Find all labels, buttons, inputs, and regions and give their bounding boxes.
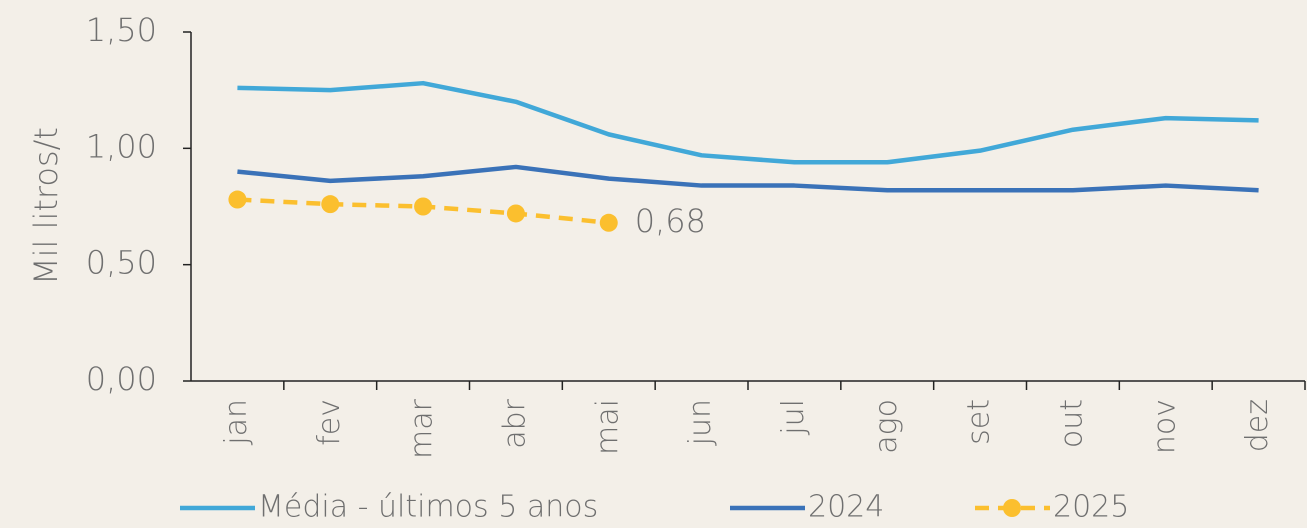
legend-label: 2025 — [1053, 490, 1129, 525]
x-tick-label: nov — [1147, 399, 1182, 454]
y-tick-label: 0,00 — [86, 360, 157, 398]
point — [506, 204, 525, 223]
y-axis-label: Mil litros/t — [27, 127, 65, 285]
series-line — [237, 80, 1259, 165]
legend-label: Média - últimos 5 anos — [258, 490, 598, 525]
x-tick-label: ago — [869, 399, 904, 454]
x-tick-label: dez — [1240, 399, 1275, 452]
x-tick-label: out — [1054, 399, 1089, 448]
point — [599, 213, 618, 232]
x-tick-label: jul — [776, 399, 811, 436]
point — [414, 197, 433, 216]
x-tick-label: fev — [312, 399, 347, 446]
data-label: 0,68 — [635, 202, 706, 240]
series-line — [237, 164, 1259, 193]
y-tick-label: 0,50 — [86, 244, 157, 282]
x-tick-label: mai — [590, 399, 625, 455]
legend-label: 2024 — [808, 490, 884, 525]
point — [321, 195, 340, 214]
x-tick-label: abr — [497, 398, 532, 448]
x-tick-label: set — [962, 399, 997, 445]
legend-marker — [1003, 499, 1021, 517]
x-tick-label: jan — [219, 399, 254, 446]
y-tick-label: 1,00 — [86, 127, 157, 165]
y-tick-label: 1,50 — [86, 11, 157, 49]
x-tick-label: mar — [405, 398, 440, 459]
point — [228, 190, 247, 209]
x-tick-label: jun — [683, 399, 718, 446]
